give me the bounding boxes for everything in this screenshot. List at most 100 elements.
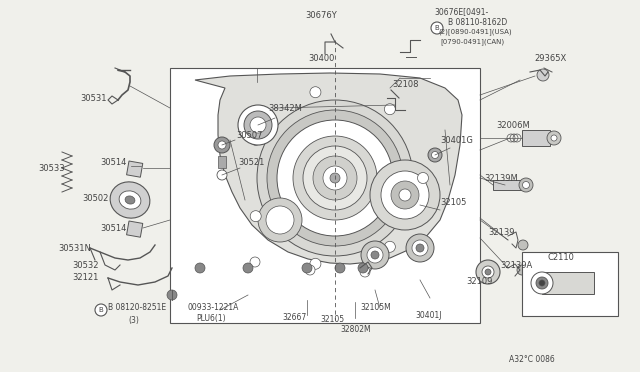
Circle shape [243,263,253,273]
Circle shape [482,266,494,278]
Text: 32105: 32105 [440,198,467,206]
Text: 32105: 32105 [320,315,344,324]
Circle shape [551,135,557,141]
Text: 32006M: 32006M [496,121,530,129]
Text: 00933-1221A: 00933-1221A [188,304,239,312]
Circle shape [413,250,423,260]
Bar [522,130,550,146]
Text: 30502: 30502 [82,193,108,202]
Ellipse shape [125,196,135,204]
Text: 30676E[0491-: 30676E[0491- [434,7,488,16]
Text: 30514: 30514 [100,224,126,232]
Text: 30521: 30521 [238,157,264,167]
Circle shape [258,198,302,242]
Circle shape [371,251,379,259]
Ellipse shape [119,191,141,209]
Circle shape [370,160,440,230]
Circle shape [381,171,429,219]
Bar [170,68,480,323]
Circle shape [250,211,261,222]
Text: 38342M: 38342M [268,103,302,112]
Circle shape [303,146,367,210]
Text: B 08120-8251E: B 08120-8251E [108,304,166,312]
Circle shape [250,257,260,267]
Polygon shape [195,73,462,264]
Text: 30401J: 30401J [415,311,442,320]
Text: 32105M: 32105M [360,304,391,312]
Circle shape [335,263,345,273]
Circle shape [518,240,528,250]
Circle shape [217,170,227,180]
Circle shape [277,120,393,236]
Circle shape [218,141,226,149]
Circle shape [305,265,315,275]
Circle shape [266,206,294,234]
Circle shape [195,263,205,273]
Circle shape [360,267,370,277]
Circle shape [399,189,411,201]
Text: 32139: 32139 [488,228,515,237]
Circle shape [313,156,357,200]
Text: 30532: 30532 [72,260,99,269]
Text: C2110: C2110 [548,253,575,263]
Text: 30676Y: 30676Y [305,10,337,19]
Text: 32108: 32108 [392,80,419,89]
Text: 32802M: 32802M [340,326,371,334]
Circle shape [517,265,527,275]
Circle shape [244,111,272,139]
Text: 32139A: 32139A [500,260,532,269]
Circle shape [431,22,443,34]
Circle shape [361,241,389,269]
Bar [542,272,594,294]
Text: B: B [99,307,104,313]
Bar [218,156,226,168]
Text: 30531: 30531 [80,93,106,103]
Circle shape [238,105,278,145]
Circle shape [412,240,428,256]
Circle shape [416,244,424,252]
Bar [493,180,523,190]
Circle shape [214,137,230,153]
Circle shape [167,290,177,300]
Text: 30514: 30514 [100,157,126,167]
Circle shape [536,277,548,289]
Circle shape [428,148,442,162]
Circle shape [385,241,396,252]
Circle shape [406,234,434,262]
Circle shape [330,173,340,183]
Text: 30531N: 30531N [58,244,91,253]
Text: 29365X: 29365X [534,54,566,62]
Circle shape [539,280,545,286]
Circle shape [531,272,553,294]
Text: (3): (3) [128,315,139,324]
Text: (2)[0890-0491](USA): (2)[0890-0491](USA) [438,29,511,35]
Ellipse shape [110,182,150,218]
Text: 30533: 30533 [38,164,65,173]
Circle shape [519,178,533,192]
Circle shape [385,104,396,115]
Text: 30400: 30400 [308,54,334,62]
Circle shape [391,181,419,209]
Circle shape [431,151,438,158]
Circle shape [310,258,321,269]
Bar [127,221,143,237]
Text: B: B [435,25,440,31]
Text: A32°C 0086: A32°C 0086 [509,356,555,365]
Circle shape [547,131,561,145]
Circle shape [358,263,368,273]
Text: 30507: 30507 [236,131,262,140]
Circle shape [537,69,549,81]
Text: 32121: 32121 [72,273,99,282]
Circle shape [250,117,266,133]
Circle shape [367,247,383,263]
Circle shape [250,134,261,145]
Bar [522,252,618,316]
Circle shape [522,182,529,189]
Circle shape [323,166,347,190]
Text: [0790-0491](CAN): [0790-0491](CAN) [440,39,504,45]
Text: 32139M: 32139M [484,173,518,183]
Circle shape [95,304,107,316]
Circle shape [293,136,377,220]
Text: B 08110-8162D: B 08110-8162D [448,17,508,26]
Text: 32667: 32667 [282,314,307,323]
